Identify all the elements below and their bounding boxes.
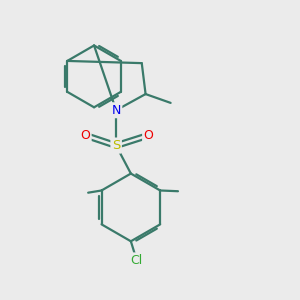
- Text: O: O: [144, 129, 154, 142]
- Text: S: S: [112, 139, 120, 152]
- Text: O: O: [80, 129, 90, 142]
- Text: Cl: Cl: [130, 254, 143, 267]
- Text: N: N: [112, 104, 121, 117]
